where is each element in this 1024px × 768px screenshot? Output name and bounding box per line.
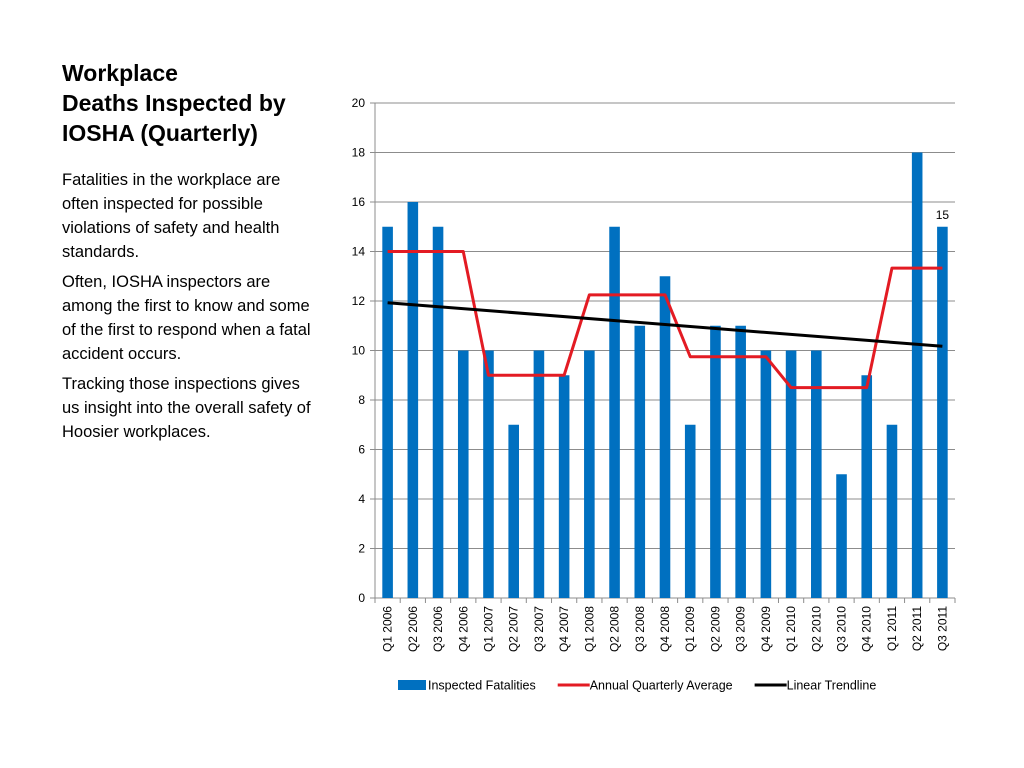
y-tick-label: 14 [352, 245, 366, 259]
x-tick-label: Q2 2007 [507, 606, 521, 652]
data-label: 15 [936, 208, 950, 222]
x-tick-label: Q2 2006 [406, 606, 420, 652]
x-tick-label: Q2 2008 [608, 606, 622, 652]
legend-label: Annual Quarterly Average [590, 679, 733, 693]
x-tick-label: Q3 2010 [835, 606, 849, 652]
x-tick-label: Q4 2009 [759, 606, 773, 652]
x-tick-label: Q4 2007 [557, 606, 571, 652]
x-tick-label: Q1 2010 [784, 606, 798, 652]
x-tick-label: Q3 2007 [532, 606, 546, 652]
bar [785, 350, 797, 598]
y-tick-label: 18 [352, 146, 366, 160]
y-tick-label: 4 [358, 492, 365, 506]
fatalities-chart: 0 2 4 6 8 10 12 14 16 18 20 Q1 2006 Q2 2006 Q3 2006 Q4… [352, 96, 956, 693]
bar [634, 325, 646, 598]
average-line [387, 250, 943, 390]
body-paragraph: Tracking those inspections gives us insi… [62, 375, 311, 441]
x-tick-label: Q1 2006 [381, 606, 395, 652]
bar [407, 202, 419, 598]
y-tick-label: 10 [352, 344, 366, 358]
bar [811, 350, 822, 598]
y-tick-label: 6 [358, 443, 365, 457]
body-paragraph: Fatalities in the workplace are often in… [62, 171, 281, 261]
bar [659, 276, 671, 598]
bar [609, 226, 620, 598]
x-tick-label: Q3 2008 [633, 606, 647, 652]
bar [911, 152, 923, 598]
x-tick-label: Q4 2008 [658, 606, 672, 652]
legend-swatch [398, 680, 426, 690]
bar [432, 226, 444, 598]
slide-body-text: Fatalities in the workplace are often in… [62, 168, 312, 450]
y-tick-label: 20 [352, 96, 366, 110]
y-tick-label: 12 [352, 294, 366, 308]
title-line: Workplace [62, 60, 178, 86]
slide-title: Workplace Deaths Inspected by IOSHA (Qua… [62, 58, 322, 148]
trendline [387, 301, 943, 348]
bar [584, 350, 595, 598]
y-tick-label: 8 [358, 393, 365, 407]
x-tick-label: Q1 2009 [683, 606, 697, 652]
title-line: IOSHA (Quarterly) [62, 120, 258, 146]
x-tick-label: Q3 2009 [734, 606, 748, 652]
body-paragraph: Often, IOSHA inspectors are among the fi… [62, 273, 311, 363]
bar [760, 350, 772, 598]
bar [508, 424, 519, 598]
bar [684, 424, 696, 598]
bar [382, 226, 393, 598]
x-tick-label: Q2 2009 [708, 606, 722, 652]
bar [558, 375, 570, 598]
y-tick-label: 16 [352, 195, 366, 209]
legend-label: Linear Trendline [787, 679, 877, 693]
y-tick-label: 0 [358, 591, 365, 605]
x-tick-label: Q1 2008 [582, 606, 596, 652]
bar [533, 350, 545, 598]
bar [886, 424, 898, 598]
x-tick-label: Q2 2010 [809, 606, 823, 652]
x-tick-label: Q3 2011 [935, 606, 949, 651]
bar [710, 325, 721, 598]
bar [483, 350, 494, 598]
x-tick-label: Q1 2011 [885, 606, 899, 651]
x-tick-label: Q3 2006 [431, 606, 445, 652]
bar [836, 474, 847, 598]
x-tick-label: Q4 2006 [456, 606, 470, 652]
bar [735, 325, 746, 598]
x-tick-label: Q4 2010 [860, 606, 874, 652]
y-tick-label: 2 [358, 542, 365, 556]
x-tick-label: Q2 2011 [910, 606, 924, 651]
legend-label: Inspected Fatalities [428, 679, 536, 693]
bar [457, 350, 469, 598]
x-tick-label: Q1 2007 [481, 606, 495, 652]
title-line: Deaths Inspected by [62, 90, 286, 116]
bar [861, 375, 873, 598]
bar [937, 226, 948, 598]
